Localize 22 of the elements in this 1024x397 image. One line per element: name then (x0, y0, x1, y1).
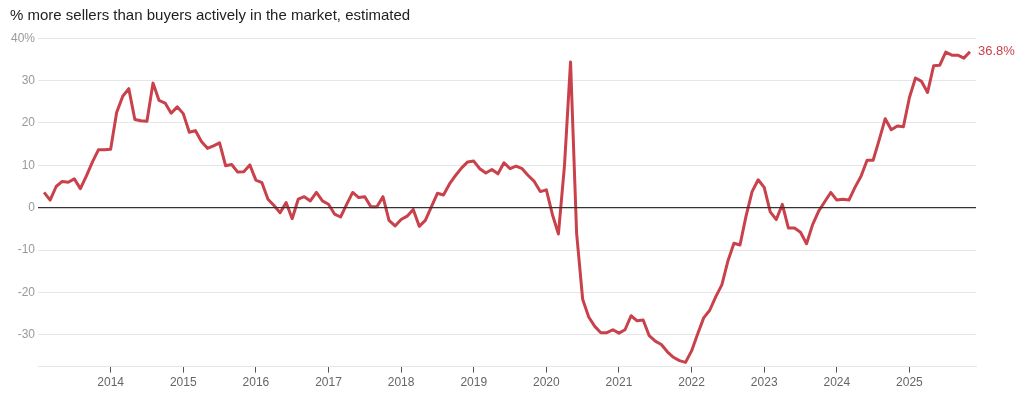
x-tick-label: 2016 (242, 375, 270, 390)
y-tick-label: -10 (17, 242, 36, 257)
x-tick-label: 2018 (387, 375, 415, 390)
x-tick-label: 2021 (605, 375, 633, 390)
y-tick-label: -30 (17, 327, 36, 342)
x-tick-label: 2015 (169, 375, 197, 390)
y-tick-label: 30 (21, 72, 36, 87)
y-tick-label: -20 (17, 284, 36, 299)
x-tick-label: 2020 (532, 375, 561, 390)
annotation: 36.8% (977, 43, 1016, 59)
x-tick-label: 2019 (460, 375, 488, 390)
y-tick-label: 10 (21, 157, 36, 172)
x-tick-label: 2022 (678, 375, 706, 390)
x-tick-label: 2017 (315, 375, 343, 390)
x-tick-label: 2024 (823, 375, 851, 390)
y-tick-label: 20 (21, 115, 36, 130)
chart-title: % more sellers than buyers actively in the market, estimated (10, 6, 411, 23)
y-tick-label: 0 (28, 200, 36, 215)
y-tick-label: 40% (10, 30, 36, 45)
x-tick-label: 2023 (750, 375, 778, 390)
x-tick-label: 2014 (97, 375, 125, 390)
x-tick-label: 2025 (896, 375, 924, 390)
